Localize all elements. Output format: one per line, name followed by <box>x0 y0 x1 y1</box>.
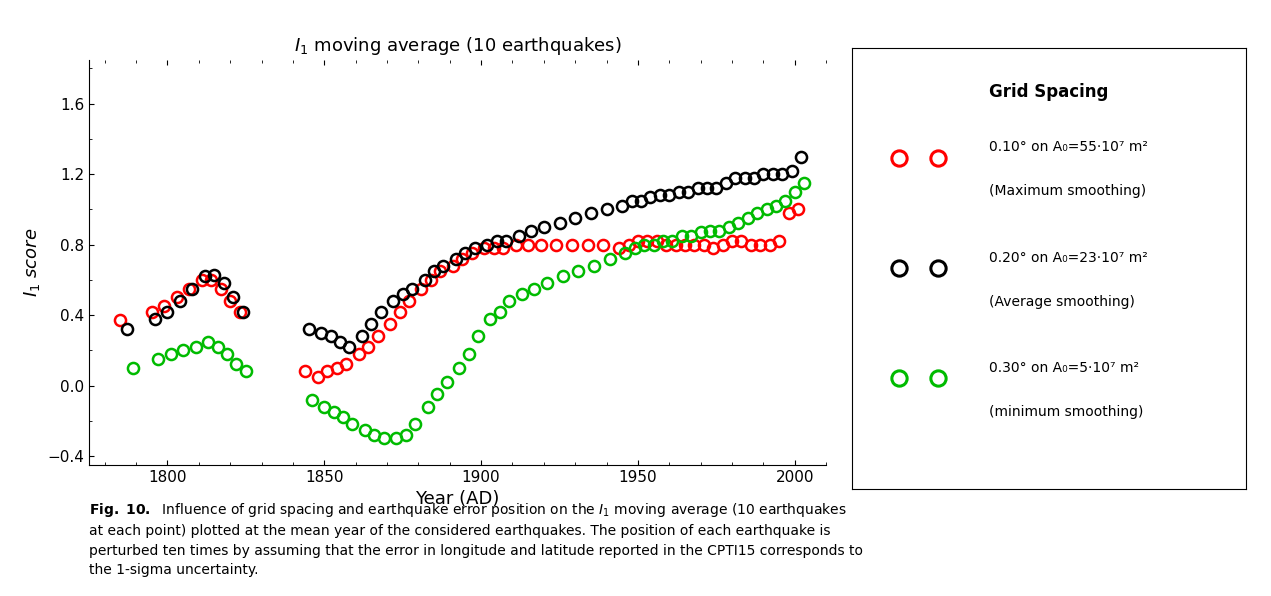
Text: 0.20° on A₀=23·10⁷ m²: 0.20° on A₀=23·10⁷ m² <box>990 250 1148 265</box>
Text: (minimum smoothing): (minimum smoothing) <box>990 405 1144 419</box>
Y-axis label: $I_1$ score: $I_1$ score <box>22 228 42 297</box>
Text: $\bf{Fig.\ 10.}$  Influence of grid spacing and earthquake error position on the: $\bf{Fig.\ 10.}$ Influence of grid spaci… <box>89 501 863 577</box>
X-axis label: Year (AD): Year (AD) <box>416 491 500 508</box>
Text: Grid Spacing: Grid Spacing <box>989 83 1108 101</box>
Title: $\mathit{I}_1$ moving average (10 earthquakes): $\mathit{I}_1$ moving average (10 earthq… <box>294 35 622 57</box>
Text: 0.30° on A₀=5·10⁷ m²: 0.30° on A₀=5·10⁷ m² <box>990 361 1140 375</box>
Text: 0.10° on A₀=55·10⁷ m²: 0.10° on A₀=55·10⁷ m² <box>990 140 1149 154</box>
Text: (Average smoothing): (Average smoothing) <box>990 294 1135 309</box>
Text: (Maximum smoothing): (Maximum smoothing) <box>990 184 1146 198</box>
